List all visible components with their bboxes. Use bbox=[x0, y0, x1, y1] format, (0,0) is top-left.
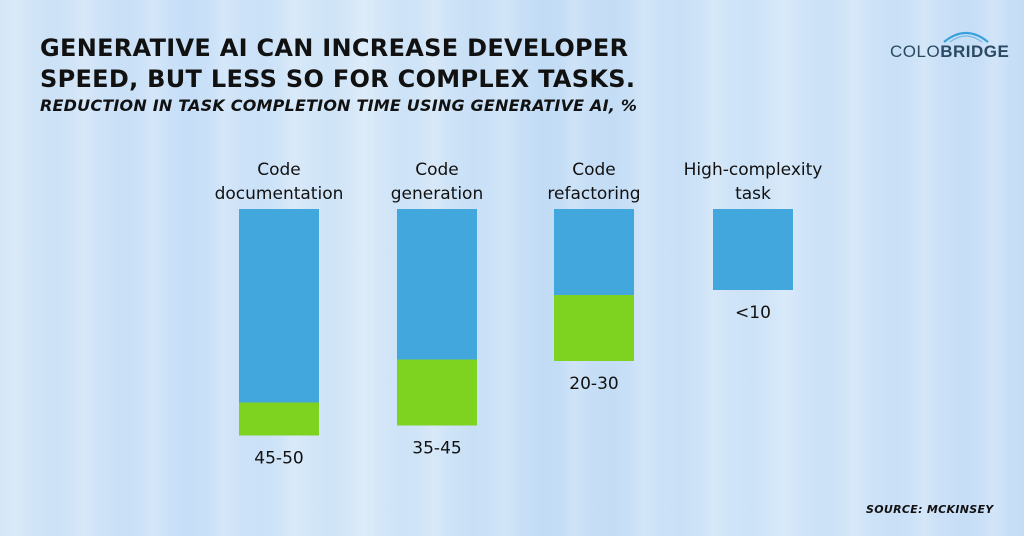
bar-base-2 bbox=[554, 209, 634, 295]
category-label-0-1: documentation bbox=[215, 184, 344, 204]
bar-base-0 bbox=[239, 209, 319, 403]
bar-base-3 bbox=[713, 209, 793, 290]
logo-text-part1: COLO bbox=[890, 42, 941, 61]
value-label-3: <10 bbox=[735, 303, 771, 323]
bar-range-2 bbox=[554, 295, 634, 361]
category-label-2-0: Code bbox=[572, 160, 616, 180]
page-title: GENERATIVE AI CAN INCREASE DEVELOPER SPE… bbox=[40, 33, 635, 95]
category-label-3-1: task bbox=[735, 184, 771, 204]
logo-text-part2: BRIDGE bbox=[940, 42, 1010, 61]
category-label-2-1: refactoring bbox=[547, 184, 640, 204]
bar-base-1 bbox=[397, 209, 477, 360]
category-label-1-1: generation bbox=[391, 184, 483, 204]
title-line-2: SPEED, BUT LESS SO FOR COMPLEX TASKS. bbox=[40, 65, 636, 93]
logo-wordmark: COLOBRIDGE bbox=[890, 42, 1009, 62]
bar-range-0 bbox=[239, 402, 319, 436]
category-label-0-0: Code bbox=[257, 160, 301, 180]
chart-subtitle: REDUCTION IN TASK COMPLETION TIME USING … bbox=[40, 96, 638, 115]
category-label-1-0: Code bbox=[415, 160, 459, 180]
bar-range-1 bbox=[397, 359, 477, 426]
bridge-arc-icon bbox=[943, 31, 989, 43]
value-label-1: 35-45 bbox=[412, 439, 461, 459]
category-label-3-0: High-complexity bbox=[684, 160, 823, 180]
source-note: SOURCE: MCKINSEY bbox=[866, 503, 994, 516]
title-line-1: GENERATIVE AI CAN INCREASE DEVELOPER bbox=[40, 34, 629, 62]
value-label-0: 45-50 bbox=[254, 449, 303, 469]
value-label-2: 20-30 bbox=[569, 374, 618, 394]
colobridge-logo: COLOBRIDGE bbox=[890, 28, 1009, 68]
